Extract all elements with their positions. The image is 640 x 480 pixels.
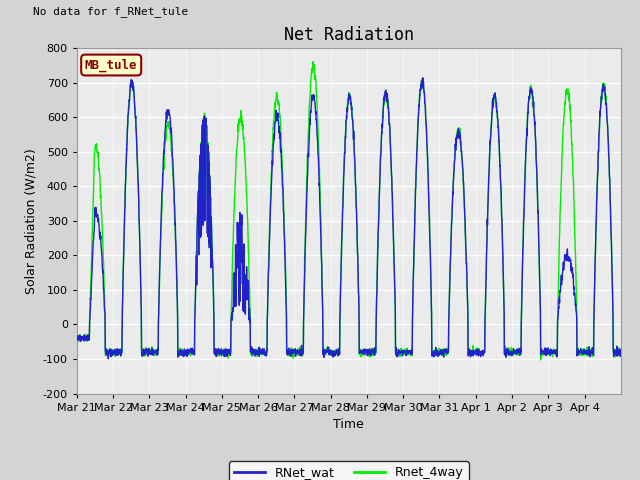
Line: RNet_wat: RNet_wat [77, 78, 621, 359]
RNet_wat [419, 75, 427, 81]
RNet_wat [376, 153, 384, 158]
Rnet_4way [309, 59, 317, 64]
RNet_wat [73, 335, 81, 341]
RNet_wat [584, 350, 592, 356]
Text: No data for f_RNet_tule: No data for f_RNet_tule [33, 7, 189, 17]
Rnet_4way [507, 347, 515, 353]
Rnet_4way [365, 348, 372, 353]
RNet_wat [617, 347, 625, 353]
Rnet_4way [225, 347, 232, 352]
Title: Net Radiation: Net Radiation [284, 25, 414, 44]
RNet_wat [365, 348, 372, 354]
Y-axis label: Solar Radiation (W/m2): Solar Radiation (W/m2) [24, 148, 37, 294]
Text: MB_tule: MB_tule [85, 59, 138, 72]
Rnet_4way [570, 174, 577, 180]
RNet_wat [104, 356, 112, 361]
Rnet_4way [617, 348, 625, 354]
Rnet_4way [376, 158, 384, 164]
RNet_wat [225, 349, 232, 355]
Line: Rnet_4way: Rnet_4way [77, 61, 621, 360]
RNet_wat [508, 350, 515, 356]
Rnet_4way [537, 357, 545, 363]
RNet_wat [570, 271, 577, 277]
X-axis label: Time: Time [333, 418, 364, 431]
Rnet_4way [584, 350, 592, 356]
Legend: RNet_wat, Rnet_4way: RNet_wat, Rnet_4way [229, 461, 468, 480]
Rnet_4way [73, 333, 81, 339]
